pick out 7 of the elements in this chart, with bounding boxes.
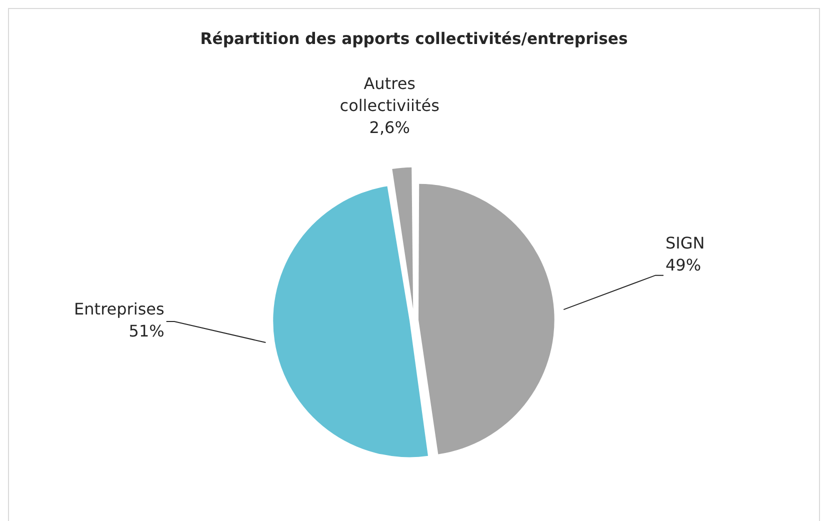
chart-title: Répartition des apports collectivités/entreprises [200, 28, 628, 48]
data-label: 49% [665, 255, 702, 274]
slice-label: Autres collectiviités [340, 74, 440, 115]
data-label: 2,6% [369, 118, 410, 137]
slice-label: SIGN [665, 233, 705, 252]
data-label: 51% [128, 322, 164, 341]
slice-label: Entreprises [74, 300, 164, 319]
